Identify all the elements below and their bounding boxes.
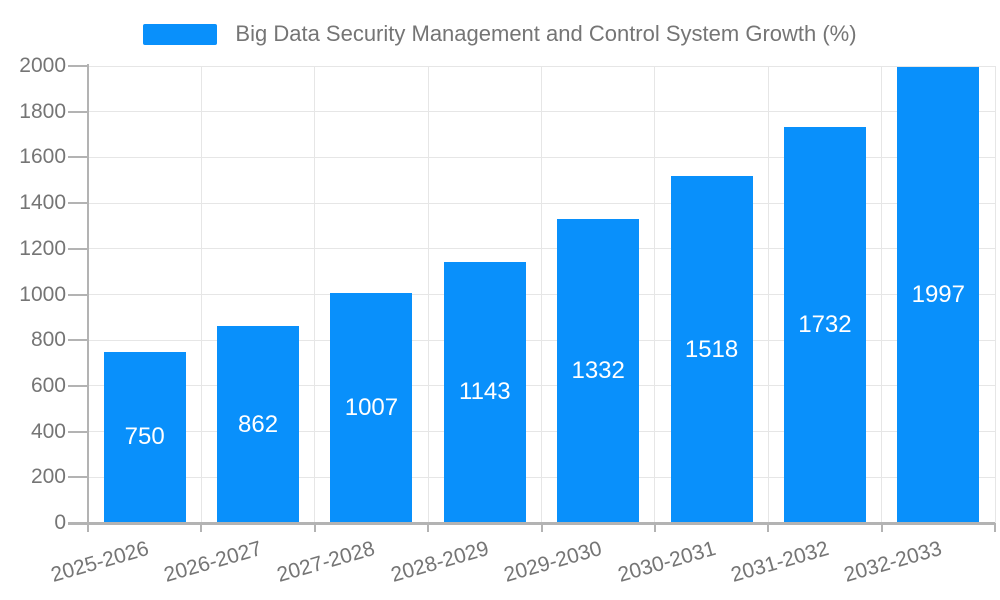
- v-gridline: [994, 66, 996, 523]
- bar-value-label: 1997: [911, 280, 965, 308]
- y-tick-label: 2000: [19, 54, 66, 77]
- y-tick-mark: [68, 476, 88, 479]
- v-gridline: [654, 66, 656, 523]
- bar: 1997: [897, 66, 980, 523]
- v-gridline: [767, 66, 769, 523]
- v-gridline: [541, 66, 542, 523]
- x-tick-mark: [313, 523, 316, 532]
- x-tick-mark: [427, 523, 430, 532]
- y-tick-label: 0: [54, 511, 66, 534]
- x-tick-mark: [880, 523, 883, 532]
- bar: 1143: [443, 261, 526, 523]
- bar-value-label: 1332: [571, 356, 625, 384]
- y-tick-mark: [68, 247, 88, 250]
- x-axis-line: [68, 522, 995, 525]
- x-tick-mark: [653, 523, 656, 532]
- y-tick-mark: [68, 293, 88, 296]
- x-tick-label: 2029-2030: [501, 537, 605, 587]
- bar: 862: [217, 326, 300, 523]
- y-tick-mark: [68, 65, 88, 67]
- legend-label: Big Data Security Management and Control…: [235, 21, 857, 46]
- y-tick-label: 1000: [19, 282, 66, 306]
- bar: 1518: [670, 176, 753, 523]
- bar: 750: [103, 351, 186, 523]
- bar: 1007: [330, 292, 413, 523]
- v-gridline: [200, 66, 202, 523]
- x-tick-label: 2028-2029: [388, 537, 492, 587]
- legend-swatch-icon: [143, 23, 218, 45]
- y-tick-mark: [68, 339, 88, 342]
- legend[interactable]: Big Data Security Management and Control…: [0, 21, 1000, 46]
- y-tick-label: 800: [30, 328, 66, 352]
- v-gridline: [314, 66, 316, 523]
- y-tick-mark: [68, 156, 88, 159]
- x-tick-label: 2026-2027: [161, 537, 265, 587]
- x-tick-label: 2032-2033: [841, 537, 945, 587]
- x-tick-mark: [767, 523, 770, 532]
- x-tick-mark: [87, 523, 89, 532]
- v-gridline: [427, 66, 429, 523]
- y-tick-label: 200: [30, 465, 66, 489]
- y-tick-label: 600: [30, 373, 66, 397]
- y-tick-mark: [68, 110, 88, 113]
- bar: 1732: [783, 127, 866, 523]
- x-tick-mark: [200, 523, 203, 532]
- y-tick-mark: [68, 430, 88, 433]
- x-tick-mark: [540, 523, 543, 532]
- bar-value-label: 1518: [684, 335, 739, 363]
- y-tick-label: 1200: [19, 236, 66, 260]
- bar: 1332: [557, 218, 640, 523]
- bar-value-label: 1143: [459, 378, 511, 406]
- y-tick-label: 1400: [19, 191, 66, 215]
- x-tick-label: 2031-2032: [728, 537, 832, 587]
- bar-value-label: 862: [238, 410, 279, 438]
- y-axis-line: [87, 64, 89, 525]
- y-tick-mark: [68, 202, 88, 205]
- x-tick-label: 2025-2026: [48, 537, 152, 587]
- x-tick-label: 2027-2028: [274, 537, 378, 587]
- x-tick-label: 2030-2031: [615, 537, 718, 587]
- y-tick-label: 1600: [19, 145, 66, 169]
- y-tick-label: 1800: [19, 99, 66, 123]
- y-tick-mark: [68, 384, 88, 387]
- bar-value-label: 1007: [344, 393, 399, 421]
- bar-value-label: 750: [124, 423, 165, 451]
- x-tick-mark: [994, 523, 996, 532]
- v-gridline: [881, 66, 883, 523]
- y-tick-label: 400: [30, 419, 66, 443]
- bar-value-label: 1732: [798, 311, 852, 339]
